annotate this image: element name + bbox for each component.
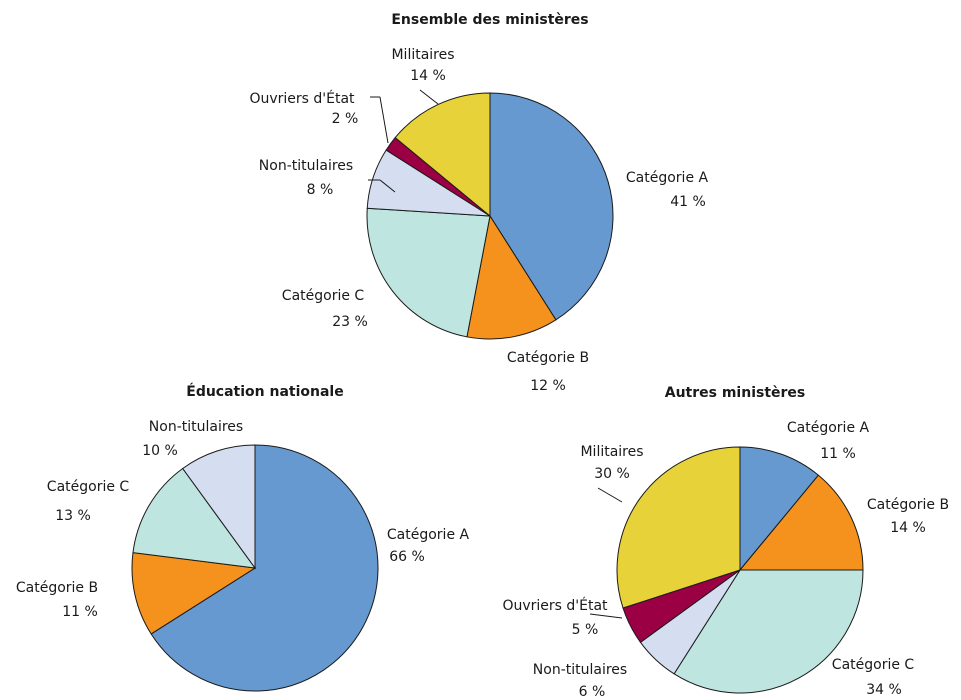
slice-value-label: 10 % (142, 443, 178, 459)
pie-slice (739, 446, 820, 572)
slice-value-label: 2 % (332, 111, 359, 127)
slice-value-label: 11 % (820, 446, 856, 462)
slice-label: Ouvriers d'État (502, 597, 608, 614)
pie-slice (673, 569, 864, 694)
chart-title: Éducation nationale (186, 383, 343, 400)
slice-value-label: 23 % (332, 314, 368, 330)
chart-title: Autres ministères (665, 385, 806, 401)
slice-label: Militaires (580, 444, 643, 460)
chart-title: Ensemble des ministères (391, 12, 588, 28)
slice-label: Catégorie C (282, 288, 365, 304)
slice-label: Catégorie C (832, 657, 915, 673)
slice-value-label: 14 % (890, 520, 926, 536)
pie-slice (466, 214, 557, 340)
slice-label: Non-titulaires (533, 662, 627, 678)
slice-label: Catégorie B (16, 580, 98, 596)
slice-label: Catégorie C (47, 479, 130, 495)
slice-value-label: 14 % (410, 68, 446, 84)
leader-line (597, 487, 623, 503)
slice-value-label: 11 % (62, 604, 98, 620)
slice-value-label: 66 % (389, 549, 425, 565)
pie-slice (489, 92, 614, 321)
slice-value-label: 8 % (307, 182, 334, 198)
slice-label: Catégorie B (867, 497, 949, 513)
slice-label: Ouvriers d'État (249, 90, 355, 107)
pie-slice (616, 446, 741, 609)
leader-line (379, 179, 396, 193)
slice-value-label: 30 % (594, 466, 630, 482)
slice-value-label: 34 % (866, 682, 902, 698)
pie-slice (738, 474, 864, 571)
leader-line (379, 96, 389, 144)
slice-label: Militaires (391, 47, 454, 63)
pie-slice (394, 92, 491, 218)
pie-slice (131, 552, 257, 635)
slice-label: Catégorie A (626, 170, 709, 186)
pie-slice (366, 207, 491, 338)
slice-label: Catégorie A (387, 527, 470, 543)
leader-line (589, 613, 623, 619)
slice-label: Catégorie B (507, 350, 589, 366)
slice-value-label: 41 % (670, 194, 706, 210)
slice-label: Non-titulaires (149, 419, 243, 435)
pie-slice (132, 467, 257, 569)
slice-value-label: 5 % (572, 622, 599, 638)
slice-label: Catégorie A (787, 420, 870, 436)
slice-label: Non-titulaires (259, 158, 353, 174)
slice-value-label: 6 % (579, 684, 606, 700)
slice-value-label: 13 % (55, 508, 91, 524)
pie-slice (182, 444, 256, 570)
leader-line (419, 89, 439, 105)
pie-slice (150, 444, 379, 692)
slice-value-label: 12 % (530, 378, 566, 394)
